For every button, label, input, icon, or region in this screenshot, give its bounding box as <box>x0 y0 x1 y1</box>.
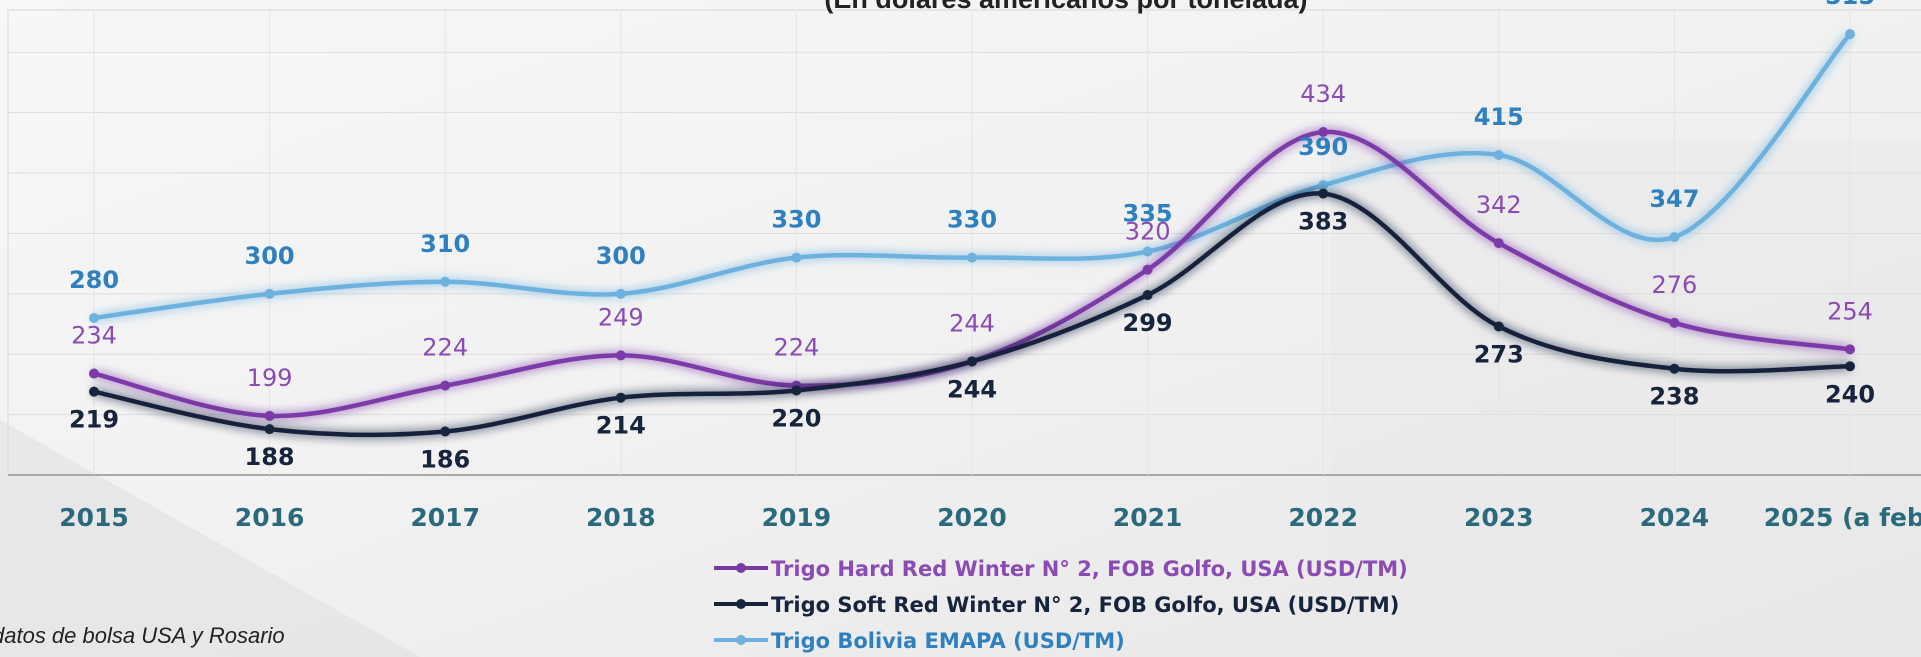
data-label: 186 <box>420 446 470 474</box>
data-point <box>967 356 977 367</box>
data-point <box>1142 264 1153 275</box>
x-tick-label: 2020 <box>937 503 1007 532</box>
x-tick-label: 2016 <box>235 503 305 532</box>
data-point <box>1142 246 1153 257</box>
data-point <box>615 350 626 361</box>
x-tick-label: 2022 <box>1288 503 1358 532</box>
data-label: 224 <box>422 334 468 362</box>
x-tick-label: 2017 <box>410 503 480 532</box>
data-point <box>89 368 99 379</box>
data-point <box>440 380 451 391</box>
data-label: 280 <box>69 266 119 294</box>
data-label: 244 <box>947 375 997 403</box>
data-point <box>1669 363 1680 374</box>
data-point <box>264 410 275 421</box>
legend-marker <box>736 563 746 573</box>
data-point <box>1318 126 1329 137</box>
data-label: 434 <box>1300 80 1346 108</box>
data-label: 330 <box>947 206 997 234</box>
data-point <box>1845 29 1855 40</box>
data-label: 273 <box>1474 340 1524 368</box>
x-tick-label: 2023 <box>1464 503 1534 532</box>
data-label: 276 <box>1651 271 1697 299</box>
data-point <box>264 288 275 299</box>
x-tick-label: 2024 <box>1640 503 1710 532</box>
data-point <box>1142 290 1153 301</box>
data-label: 415 <box>1474 103 1524 131</box>
data-label: 214 <box>596 412 646 440</box>
data-point <box>89 312 99 323</box>
data-point <box>615 392 626 403</box>
data-point <box>791 385 802 396</box>
chart-title: (En dolares americanos por tonelada) <box>824 0 1307 14</box>
data-point <box>1493 321 1504 332</box>
data-point <box>1669 317 1680 328</box>
data-label: 335 <box>1123 200 1173 228</box>
data-label: 310 <box>420 230 470 258</box>
data-label: 220 <box>771 404 821 432</box>
data-label: 240 <box>1825 380 1875 408</box>
data-label: 249 <box>598 303 644 331</box>
decor <box>0 420 420 657</box>
data-point <box>1318 188 1329 199</box>
data-point <box>89 386 99 397</box>
data-label: 219 <box>69 406 119 434</box>
data-label: 299 <box>1123 309 1173 337</box>
data-point <box>1669 232 1680 243</box>
legend-label: Trigo Hard Red Winter N° 2, FOB Golfo, U… <box>771 557 1408 581</box>
data-label: 234 <box>71 322 117 350</box>
data-label: 300 <box>596 242 646 270</box>
x-tick-label: 2015 <box>59 503 129 532</box>
data-point <box>1318 180 1329 191</box>
data-label: 390 <box>1298 133 1348 161</box>
data-label: 320 <box>1125 218 1171 246</box>
data-label: 199 <box>247 364 293 392</box>
data-label: 300 <box>245 242 295 270</box>
legend-marker <box>736 599 746 609</box>
data-label: 515 <box>1825 0 1875 10</box>
data-point <box>440 426 451 437</box>
data-label: 383 <box>1298 208 1348 236</box>
data-point <box>967 252 977 263</box>
data-label: 224 <box>773 334 819 362</box>
x-tick-label: 2019 <box>762 503 832 532</box>
data-point <box>1845 344 1855 355</box>
source-note: datos de bolsa USA y Rosario <box>0 623 285 648</box>
data-label: 330 <box>771 206 821 234</box>
data-point <box>1493 149 1504 160</box>
data-label: 244 <box>949 309 995 337</box>
legend-label: Trigo Bolivia EMAPA (USD/TM) <box>771 629 1125 653</box>
data-label: 347 <box>1649 185 1699 213</box>
data-point <box>1845 361 1855 372</box>
data-point <box>791 252 802 263</box>
x-tick-label: 2021 <box>1113 503 1183 532</box>
series-line <box>93 32 1852 321</box>
data-point <box>615 288 626 299</box>
data-point <box>1493 238 1504 249</box>
data-label: 342 <box>1476 191 1522 219</box>
decor-pattern <box>1330 140 1921 657</box>
x-tick-label: 2025 (a feb) <box>1764 503 1921 532</box>
series-line <box>93 191 1851 438</box>
data-label: 238 <box>1649 383 1699 411</box>
x-tick-label: 2018 <box>586 503 656 532</box>
data-label: 188 <box>245 443 295 471</box>
data-point <box>440 276 451 287</box>
data-point <box>264 424 275 435</box>
data-label: 254 <box>1827 297 1873 325</box>
legend-marker <box>736 635 746 645</box>
legend-label: Trigo Soft Red Winter N° 2, FOB Golfo, U… <box>771 593 1399 617</box>
